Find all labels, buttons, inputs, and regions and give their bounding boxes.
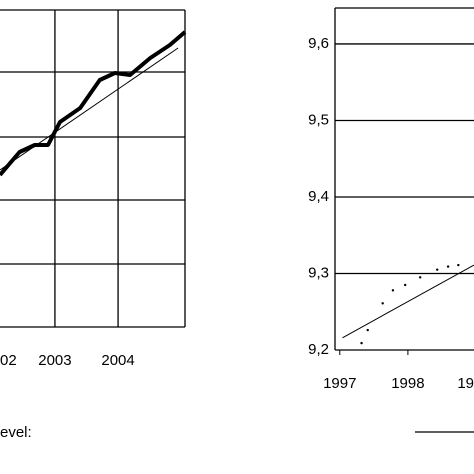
data-line: [0, 30, 187, 177]
data-point: [381, 302, 384, 305]
y-tick-label: 9,6: [308, 35, 329, 52]
y-tick-label: 9,4: [308, 188, 329, 205]
data-line: [0, 47, 179, 171]
data-point: [366, 328, 369, 332]
data-point: [360, 341, 363, 345]
data-point: [457, 263, 460, 267]
data-point: [436, 268, 439, 271]
y-tick-label: 9,2: [308, 341, 329, 358]
x-tick-label: 2004: [101, 352, 134, 369]
x-tick-label: 2003: [38, 352, 71, 369]
y-tick-label: 9,3: [308, 264, 329, 281]
y-tick-label: 9,5: [308, 111, 329, 128]
data-point: [446, 265, 450, 268]
x-tick-label: 1997: [323, 375, 356, 392]
right-frame: [334, 7, 474, 350]
x-tick-label: 19: [457, 375, 474, 392]
data-line: [342, 264, 474, 339]
left-frame: [0, 9, 186, 328]
data-point: [403, 283, 407, 287]
data-point: [418, 276, 422, 279]
x-tick-label: 02: [0, 352, 17, 369]
x-tick-label: 1998: [391, 375, 424, 392]
data-point: [391, 289, 395, 292]
caption: evel:: [0, 424, 32, 441]
